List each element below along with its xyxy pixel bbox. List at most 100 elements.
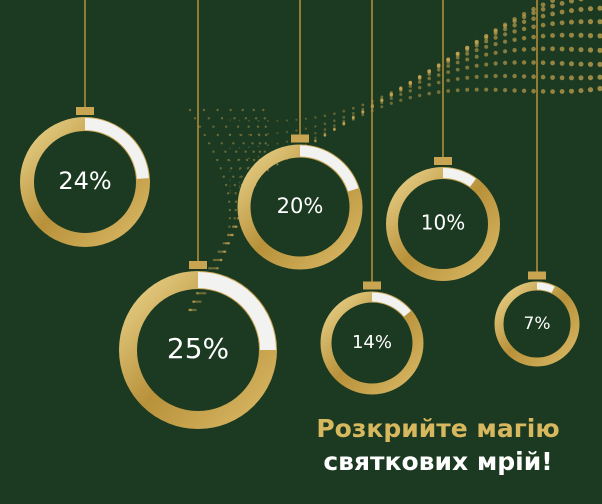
dot: [314, 139, 317, 142]
dot: [192, 308, 195, 312]
dot: [597, 61, 602, 67]
dot: [408, 95, 412, 100]
dot: [276, 163, 279, 165]
dot: [266, 169, 269, 172]
dot: [436, 68, 441, 72]
dot: [189, 308, 193, 312]
value-label: 25%: [167, 332, 229, 365]
dot: [333, 127, 336, 130]
dot: [465, 48, 470, 52]
dot: [380, 99, 384, 103]
donut-segment: [21, 118, 149, 246]
dot: [418, 85, 422, 90]
dot: [569, 32, 574, 38]
dot: [224, 250, 227, 253]
cap: [434, 157, 452, 165]
dot: [521, 74, 527, 79]
dot: [228, 200, 231, 203]
dot: [399, 87, 403, 91]
value-label: 24%: [58, 167, 111, 195]
dot: [234, 208, 237, 212]
dot: [408, 81, 412, 86]
dot: [493, 87, 498, 92]
dot: [503, 39, 508, 44]
dot: [263, 150, 266, 153]
dot: [229, 159, 231, 162]
dot: [214, 258, 217, 262]
dot: [323, 134, 327, 137]
dot: [484, 87, 489, 92]
dot: [474, 48, 479, 53]
dot: [389, 101, 393, 105]
dot: [389, 93, 393, 97]
dot: [578, 7, 584, 12]
dot: [213, 267, 216, 270]
dot: [503, 32, 508, 37]
dot: [233, 117, 236, 120]
dot: [351, 116, 355, 120]
dot: [512, 29, 517, 34]
dot: [256, 125, 260, 128]
dot: [587, 47, 594, 53]
dot: [314, 139, 317, 142]
dot: [229, 189, 231, 192]
dot: [202, 292, 205, 295]
dot: [188, 308, 191, 312]
dot: [323, 114, 327, 118]
dot: [212, 125, 215, 128]
dot: [559, 20, 565, 26]
dot: [323, 133, 327, 137]
dot: [342, 122, 346, 126]
dot: [446, 89, 451, 93]
cap: [528, 271, 546, 280]
dot: [227, 242, 230, 245]
dot: [342, 122, 346, 126]
dot: [455, 67, 460, 72]
dot: [229, 133, 231, 136]
dot: [251, 142, 254, 145]
dot: [216, 158, 219, 162]
dot: [361, 103, 365, 107]
dot: [207, 117, 210, 120]
dot: [323, 133, 327, 137]
dot: [578, 75, 584, 81]
dot: [295, 118, 298, 121]
dot: [597, 19, 602, 25]
dot: [228, 133, 232, 137]
dot: [389, 93, 393, 97]
dot: [550, 11, 555, 17]
dot: [493, 61, 498, 66]
dot: [245, 158, 249, 162]
dot: [351, 116, 355, 120]
dot: [418, 93, 422, 98]
dot: [569, 8, 574, 14]
dot: [531, 34, 536, 40]
dot: [531, 60, 536, 65]
value-label: 10%: [421, 211, 465, 235]
dot: [221, 250, 224, 253]
dot: [266, 132, 269, 135]
dot: [314, 136, 317, 139]
dot: [540, 7, 546, 12]
dot: [503, 27, 508, 32]
dot: [323, 122, 327, 126]
dot: [399, 89, 403, 93]
dot: [227, 242, 230, 245]
value-label: 14%: [352, 332, 392, 353]
dot: [248, 146, 250, 149]
dot: [225, 242, 228, 245]
dot: [521, 36, 527, 41]
dot: [230, 167, 233, 170]
dot: [203, 133, 206, 137]
dot: [229, 170, 231, 173]
dot: [503, 73, 508, 79]
dot: [484, 44, 489, 49]
dot: [540, 13, 546, 19]
dot: [597, 47, 602, 53]
dot: [216, 133, 219, 137]
donut-segment: [120, 272, 276, 428]
dot: [212, 258, 216, 262]
dot: [399, 86, 403, 90]
dot: [217, 250, 220, 253]
dot: [597, 74, 602, 80]
